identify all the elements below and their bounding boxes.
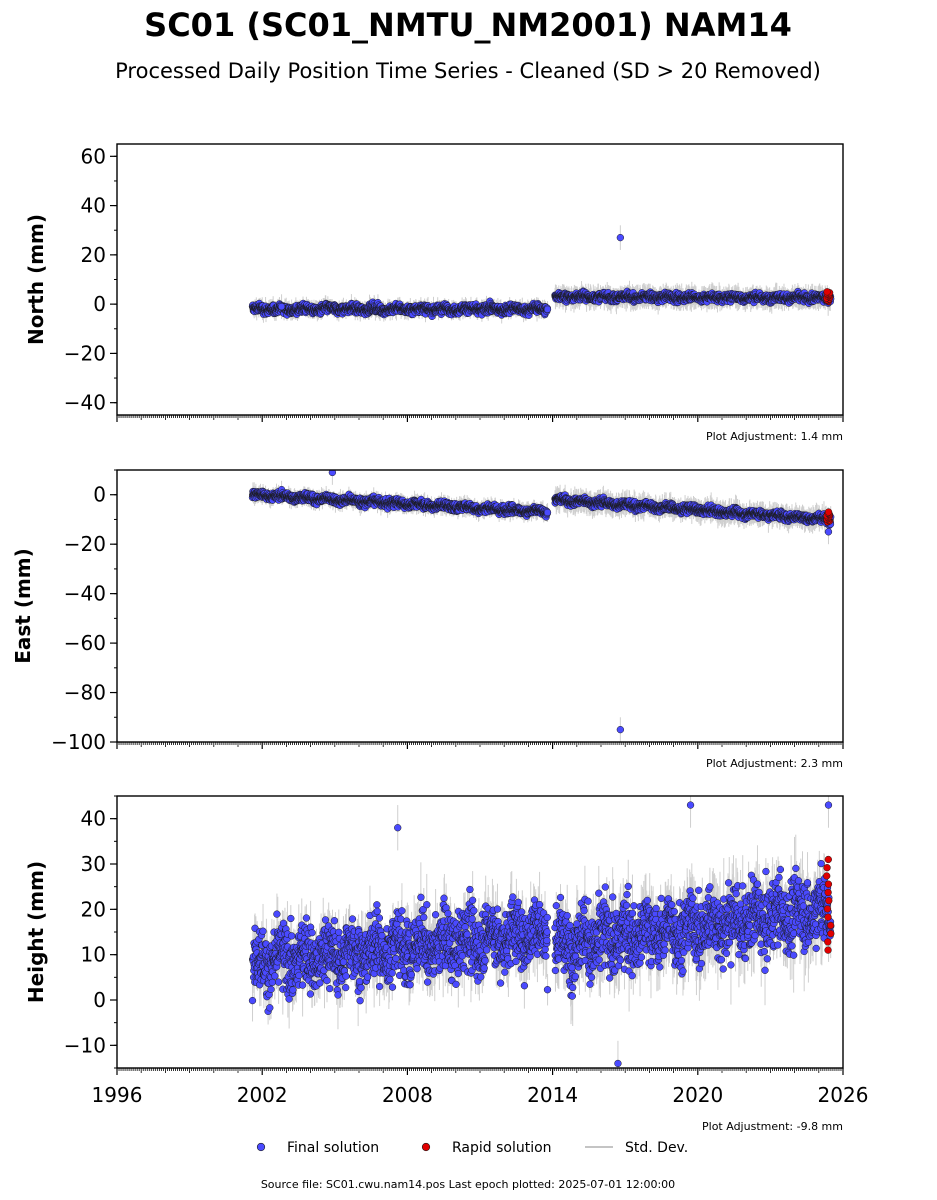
x-axis-north bbox=[116, 415, 844, 422]
y-tick-label: 20 bbox=[81, 243, 106, 267]
y-axis-label: North (mm) bbox=[24, 214, 48, 345]
panel-north: 60 40 20 0 −20 −40 North (mm) Plot Adjustment: … bbox=[24, 143, 844, 443]
y-tick-label: 60 bbox=[81, 144, 106, 168]
final-point-outlier bbox=[277, 302, 286, 311]
final-point bbox=[543, 305, 552, 313]
y-tick-label: 0 bbox=[93, 292, 106, 316]
rapid-solution-points bbox=[822, 288, 834, 306]
chart-title: SC01 (SC01_NMTU_NM2001) NAM14 bbox=[144, 6, 792, 44]
final-point-outlier bbox=[616, 233, 625, 242]
y-axis-north: 60 40 20 0 −20 −40 North (mm) bbox=[24, 144, 117, 415]
plot-area-east bbox=[248, 470, 835, 742]
y-tick-label: −40 bbox=[64, 391, 106, 415]
final-solution-points bbox=[248, 233, 835, 321]
plot-adjustment: Plot Adjustment: 1.4 mm bbox=[706, 430, 843, 443]
y-tick-label: 40 bbox=[81, 194, 106, 218]
chart-subtitle: Processed Daily Position Time Series - C… bbox=[115, 59, 821, 83]
plot-area-north bbox=[248, 225, 835, 324]
y-tick-label: −20 bbox=[64, 341, 106, 365]
panels: 60 40 20 0 −20 −40 North (mm) Plot Adjustment: … bbox=[11, 143, 868, 1133]
panel-frame bbox=[116, 143, 844, 416]
rapid-point bbox=[823, 288, 831, 296]
